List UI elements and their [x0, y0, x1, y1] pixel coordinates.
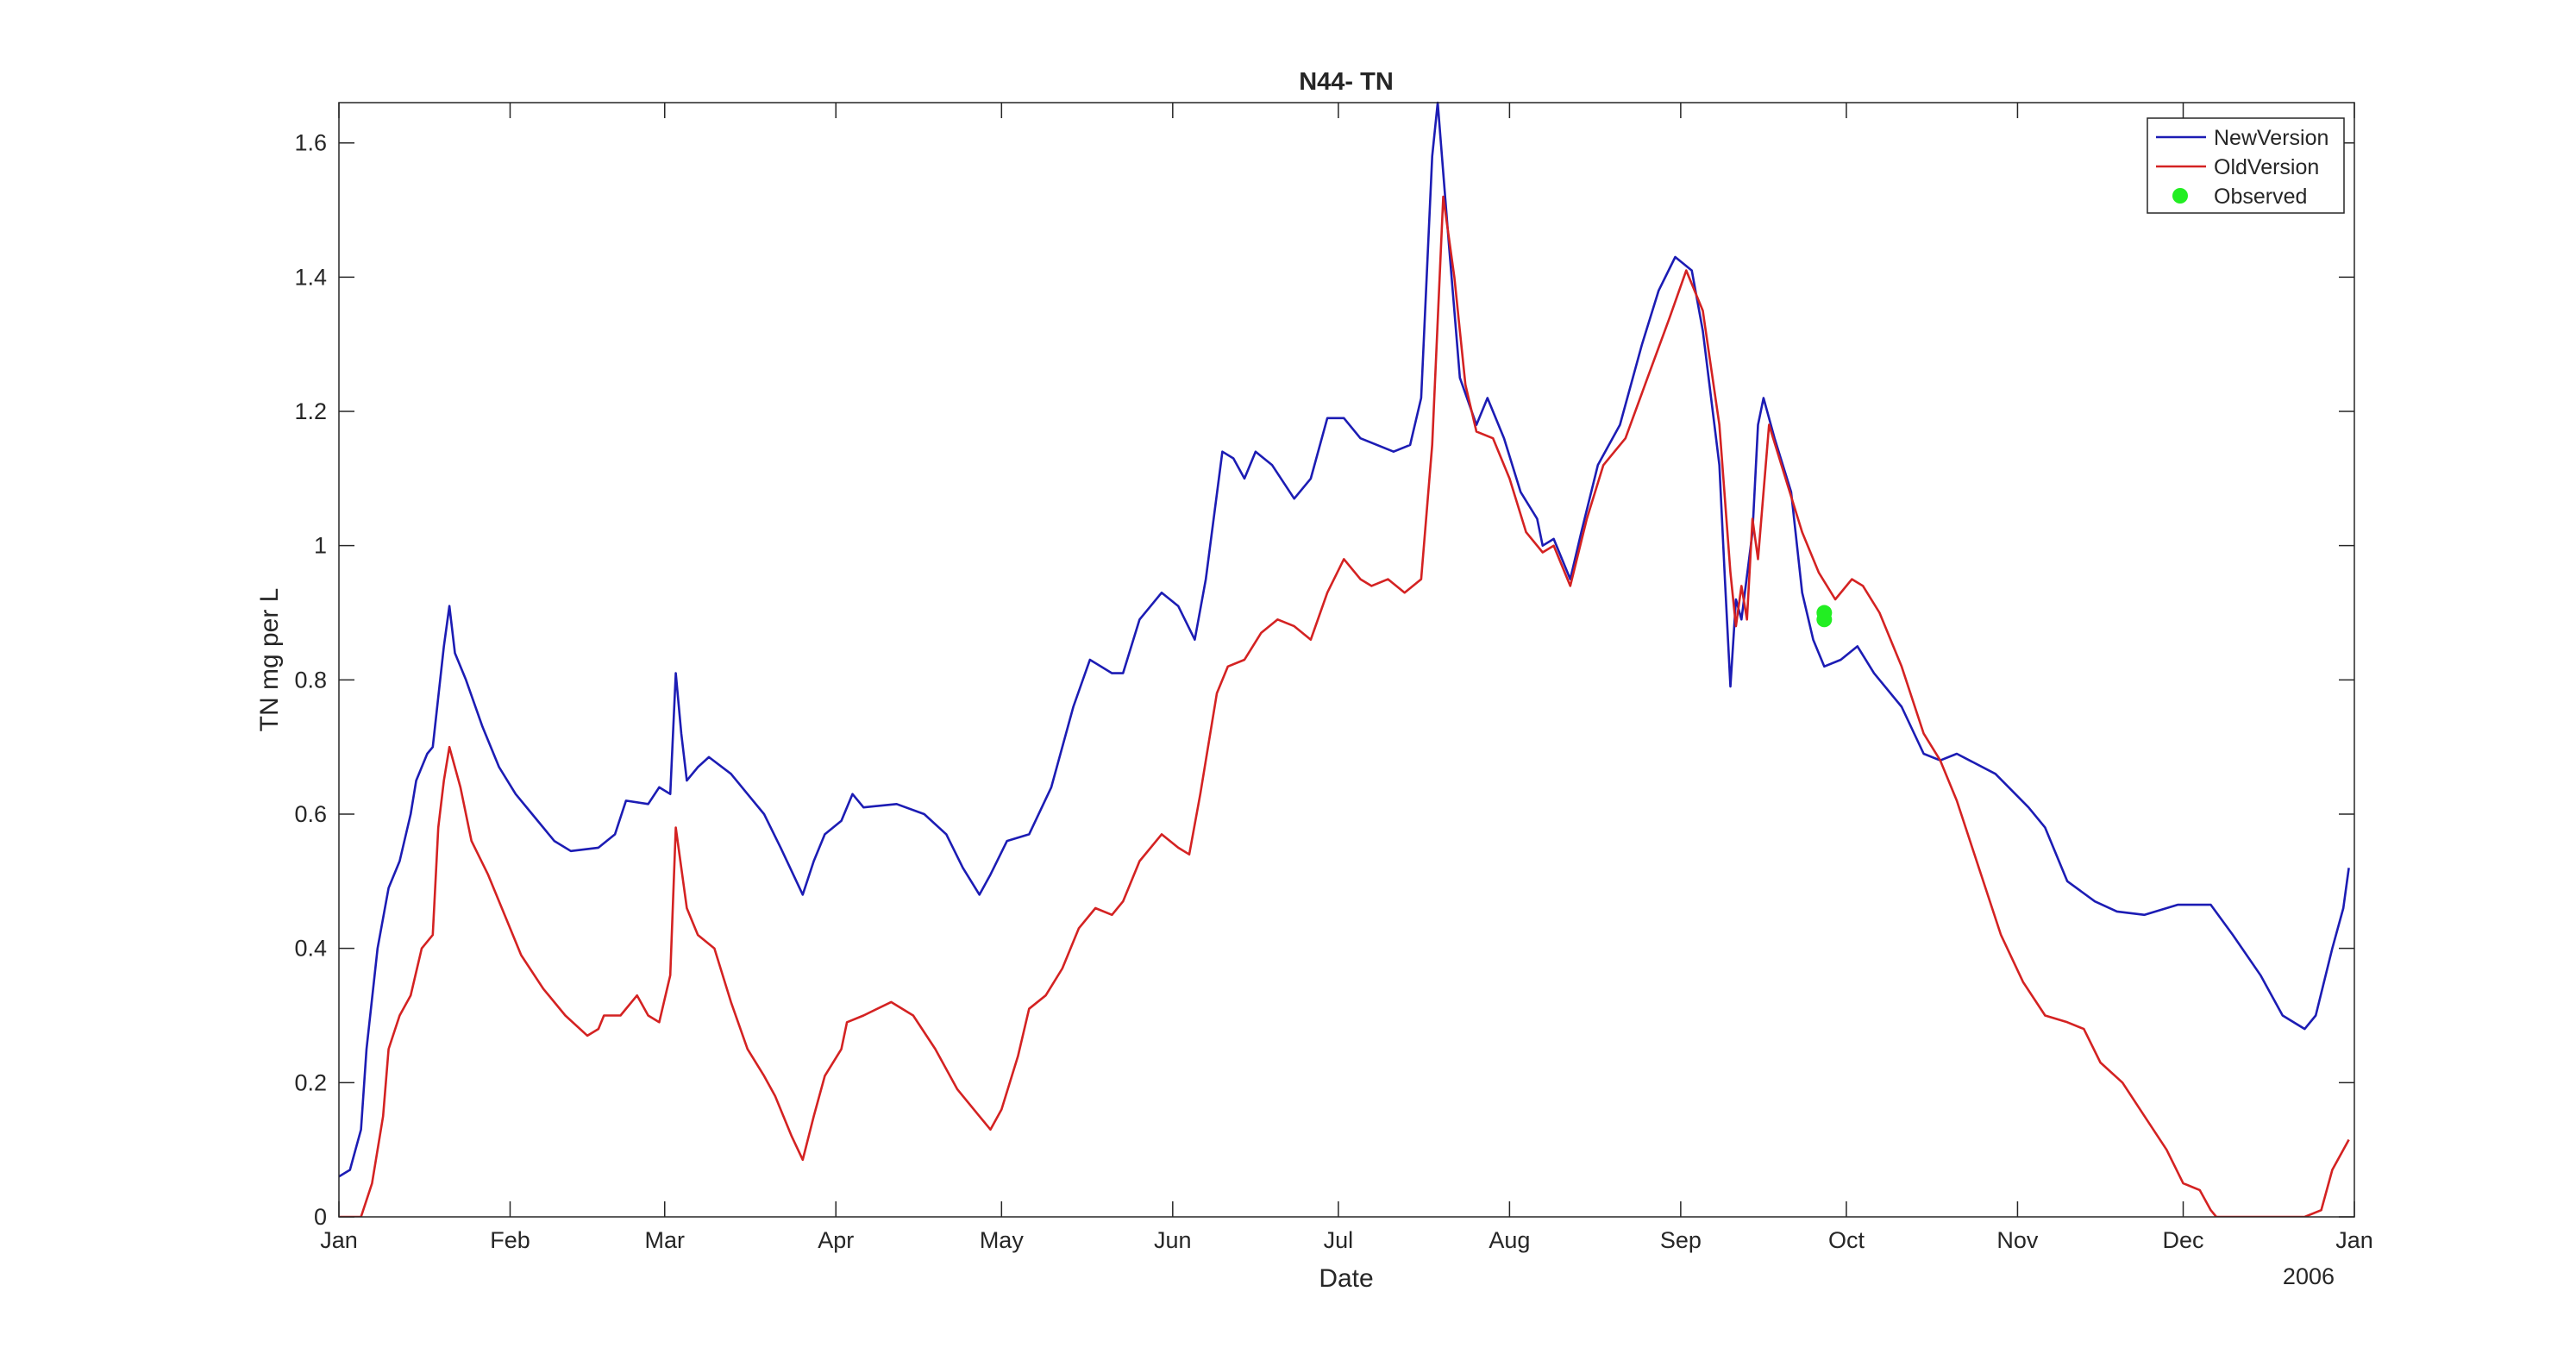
observed-point [1816, 611, 1833, 628]
legend-label: Observed [2214, 185, 2307, 209]
y-axis-label: TN mg per L [255, 588, 284, 732]
series-line [339, 195, 2350, 1217]
y-tick-label: 0.6 [294, 801, 327, 827]
x-tick-label: Aug [1489, 1227, 1530, 1253]
x-tick-label: Nov [1996, 1227, 2039, 1253]
x-tick-label: Mar [645, 1227, 686, 1253]
x-tick-label: Jan [320, 1227, 358, 1253]
axes-box [338, 102, 2355, 1218]
x-tick-label: Dec [2163, 1227, 2204, 1253]
x-year-label: 2006 [2283, 1263, 2335, 1289]
y-tick-label: 0.4 [294, 936, 327, 962]
x-tick-label: Oct [1828, 1227, 1865, 1253]
y-tick-label: 1.2 [294, 398, 327, 424]
legend-label: OldVersion [2214, 155, 2319, 179]
y-tick-label: 0.2 [294, 1069, 327, 1095]
chart-title: N44- TN [1299, 68, 1394, 96]
x-tick-label: Feb [490, 1227, 530, 1253]
x-tick-label: Apr [818, 1227, 854, 1253]
y-tick-label: 0 [314, 1204, 327, 1230]
x-tick-label: Jul [1324, 1227, 1354, 1253]
x-axis-label: Date [1319, 1264, 1373, 1293]
legend-swatch [2172, 188, 2188, 204]
y-tick-label: 1 [314, 533, 327, 559]
legend-label: NewVersion [2214, 126, 2328, 150]
x-tick-label: Sep [1660, 1227, 1702, 1253]
y-tick-label: 0.8 [294, 667, 327, 693]
y-tick-label: 1.6 [294, 130, 327, 156]
x-tick-label: Jan [2335, 1227, 2373, 1253]
x-tick-label: May [980, 1227, 1025, 1253]
y-tick-label: 1.4 [294, 264, 327, 290]
x-tick-label: Jun [1154, 1227, 1192, 1253]
series-line [339, 101, 2350, 1178]
